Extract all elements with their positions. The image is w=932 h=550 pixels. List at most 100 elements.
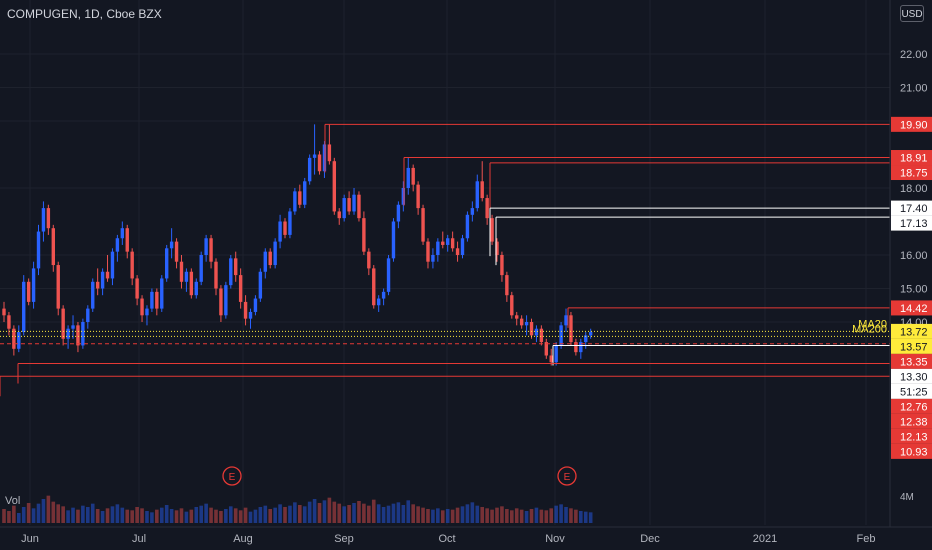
volume-bar [588,512,593,523]
candle-body [519,318,524,326]
volume-bar [184,511,189,523]
volume-bar [46,495,51,523]
axis-price-badge [891,383,932,399]
axis-price-badge-label: 13.30 [900,371,928,383]
axis-price-badge [891,368,932,384]
volume-bar [179,508,184,523]
candle-body [100,271,105,289]
volume-bar [500,506,504,523]
volume-bar [125,509,130,523]
x-tick-label: Aug [233,533,253,545]
axis-price-badge [891,200,932,216]
volume-bar [579,511,583,523]
candle-body [41,208,46,232]
volume-tick-label: 4M [900,492,914,503]
axis-price-badge-label: 51:25 [900,386,928,398]
axis-price-badge-label: 12.76 [900,401,928,413]
volume-bar [559,504,563,523]
candle-body [61,308,65,339]
volume-bar [337,503,342,523]
candle-body [322,144,327,172]
candle-body [396,204,401,222]
x-tick-label: Jun [21,533,39,545]
candle-body [564,315,568,326]
axis-price-badge-label: 18.75 [900,168,928,180]
candle-body [155,291,159,309]
candle-body [288,211,292,235]
candle-body [51,228,55,266]
volume-bar [199,505,203,523]
candle-body [120,228,125,239]
ma-series-label: MA20 [858,318,887,330]
volume-bar [110,506,115,523]
candle-body [26,281,31,302]
candle-body [431,255,435,262]
volume-bar [362,503,366,523]
candle-body [367,251,371,269]
volume-bar [470,502,475,523]
candle-body [169,241,174,249]
axis-price-badge [891,443,932,459]
volume-bar [583,511,588,523]
candle-body [248,311,253,319]
candle-body [446,238,450,245]
candle-body [411,167,415,185]
volume-bar [332,501,337,523]
candle-body [56,265,60,309]
candle-body [332,161,337,212]
earnings-event-label: E [564,472,571,483]
volume-bar [278,504,282,523]
volume-bar [21,507,26,523]
volume-bar [554,505,558,523]
y-tick-label: 18.00 [900,183,928,195]
volume-bar [465,504,470,523]
candle-body [189,271,194,296]
volume-bar [169,509,174,523]
volume-bar [391,503,396,523]
axis-price-badge [891,215,932,231]
candle-body [184,271,189,282]
candle-body [71,325,75,329]
candle-body [7,315,11,329]
volume-bar [539,509,544,523]
candle-body [81,322,85,346]
candle-body [110,251,115,279]
volume-bar [130,510,134,523]
x-tick-label: Nov [545,533,565,545]
candle-body [376,298,381,306]
candle-body [500,255,504,276]
volume-bar [445,509,450,523]
candle-body [263,251,267,272]
candle-body [22,281,26,333]
axis-price-badge-label: 12.13 [900,431,928,443]
candle-body [2,308,6,316]
volume-bar [534,507,539,523]
candle-body [209,238,213,262]
candle-body [253,298,258,312]
volume-bar [569,508,573,523]
candle-body [357,194,361,219]
volume-bar [386,505,391,523]
volume-bar [120,507,125,523]
candle-body [140,298,144,316]
earnings-event-label: E [229,472,236,483]
candle-body [17,332,21,349]
axis-price-badge-label: 17.40 [900,203,928,215]
volume-bar [61,506,65,523]
volume-bar [76,509,80,523]
volume-bar [327,497,332,523]
axis-price-badge [891,353,932,369]
candle-body [386,258,391,292]
candle-body [199,255,203,282]
candle-body [347,198,351,212]
candle-body [273,241,277,266]
volume-bar [140,508,144,523]
volume-bar [455,507,460,523]
volume-bar [209,507,213,523]
candle-body [352,194,356,212]
volume-bar [564,507,568,523]
candle-body [480,181,484,199]
currency-badge[interactable]: USD [900,5,924,22]
candle-body [91,281,95,309]
